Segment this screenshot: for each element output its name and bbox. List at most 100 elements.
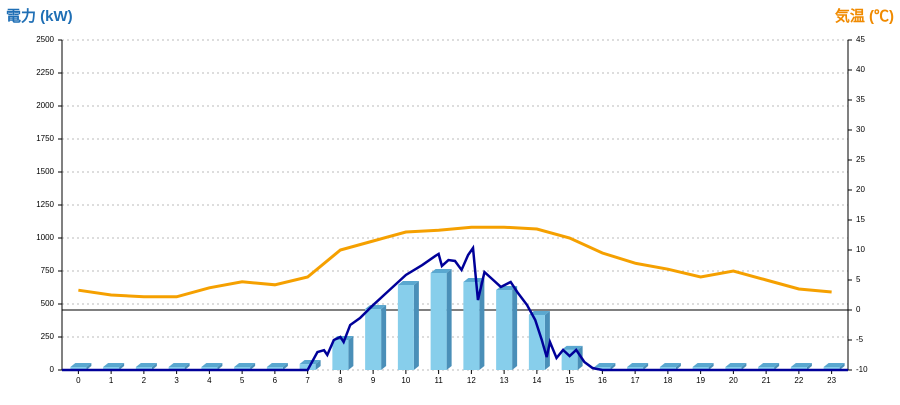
bar: [758, 367, 775, 370]
bar: [659, 367, 676, 370]
bar: [463, 281, 480, 370]
bar-top: [725, 363, 747, 367]
bar: [365, 309, 382, 370]
bar-side: [151, 363, 157, 370]
x-tick-label: 13: [500, 376, 509, 385]
y2-tick-label: -5: [856, 335, 864, 344]
bar-top: [266, 363, 288, 367]
x-tick-label: 21: [762, 376, 771, 385]
bar-top: [692, 363, 714, 367]
bar-side: [708, 363, 714, 370]
bar-side: [184, 363, 190, 370]
bar: [823, 367, 840, 370]
x-tick-label: 19: [696, 376, 705, 385]
bar-side: [250, 363, 256, 370]
bar: [168, 367, 185, 370]
y2-tick-label: 30: [856, 125, 865, 134]
x-tick-label: 11: [434, 376, 443, 385]
x-tick-label: 10: [401, 376, 410, 385]
bar: [692, 367, 709, 370]
y2-tick-label: 15: [856, 215, 865, 224]
x-tick-label: 9: [371, 376, 376, 385]
bar: [266, 367, 283, 370]
bar-top: [299, 360, 321, 365]
x-tick-label: 0: [76, 376, 81, 385]
bar-side: [512, 286, 518, 370]
bar-top: [397, 280, 419, 285]
bar-side: [119, 363, 125, 370]
y-tick-label: 1250: [36, 200, 54, 209]
y2-tick-label: 20: [856, 185, 865, 194]
x-tick-label: 7: [305, 376, 310, 385]
x-tick-label: 6: [273, 376, 278, 385]
bar-side: [479, 277, 485, 370]
x-tick-label: 23: [827, 376, 836, 385]
bar-top: [201, 363, 223, 367]
x-tick-label: 20: [729, 376, 738, 385]
y-axis-title: 電力 (kW): [6, 7, 73, 25]
bar-side: [446, 268, 452, 370]
x-tick-label: 17: [631, 376, 640, 385]
bar: [70, 367, 87, 370]
bar-side: [381, 305, 387, 370]
bar: [234, 367, 251, 370]
x-tick-label: 4: [207, 376, 212, 385]
bar-top: [627, 363, 649, 367]
y-tick-label: 500: [41, 299, 55, 308]
bar-side: [86, 363, 92, 370]
bar-side: [413, 280, 419, 370]
y2-tick-label: 25: [856, 155, 865, 164]
bar-top: [528, 310, 550, 315]
y2-tick-label: 5: [856, 275, 861, 284]
y2-tick-label: 35: [856, 95, 865, 104]
bar-side: [806, 363, 812, 370]
line: [62, 244, 848, 372]
y-tick-label: 1750: [36, 134, 54, 143]
x-tick-label: 15: [565, 376, 574, 385]
bar: [430, 272, 447, 370]
y2-tick-label: 45: [856, 35, 865, 44]
bar-top: [594, 363, 616, 367]
bar-side: [217, 363, 223, 370]
y2-tick-label: -10: [856, 365, 868, 374]
y2-tick-label: 0: [856, 305, 861, 314]
bar: [103, 367, 120, 370]
y-tick-label: 2000: [36, 101, 54, 110]
bar: [397, 284, 414, 370]
bar-side: [348, 336, 354, 370]
bar-top: [103, 363, 125, 367]
y-tick-label: 0: [50, 365, 55, 374]
y-tick-label: 2250: [36, 68, 54, 77]
bar-top: [823, 363, 845, 367]
bar: [725, 367, 742, 370]
bar: [561, 349, 578, 370]
line: [78, 225, 832, 299]
x-tick-label: 1: [109, 376, 114, 385]
bar-side: [741, 363, 747, 370]
bar-side: [675, 363, 681, 370]
bar-side: [643, 363, 649, 370]
bar: [790, 367, 807, 370]
x-tick-label: 18: [663, 376, 672, 385]
y-tick-label: 2500: [36, 35, 54, 44]
bar: [594, 367, 611, 370]
y-tick-label: 1000: [36, 233, 54, 242]
y2-tick-label: 40: [856, 65, 865, 74]
x-tick-label: 14: [532, 376, 541, 385]
bar-side: [774, 363, 780, 370]
bar-top: [135, 363, 157, 367]
bar-top: [790, 363, 812, 367]
y-tick-label: 750: [41, 266, 55, 275]
x-tick-label: 16: [598, 376, 607, 385]
x-tick-label: 2: [142, 376, 147, 385]
x-tick-label: 22: [794, 376, 803, 385]
x-tick-label: 5: [240, 376, 245, 385]
bar-side: [282, 363, 288, 370]
x-tick-label: 3: [174, 376, 179, 385]
bar-top: [659, 363, 681, 367]
y2-tick-label: 10: [856, 245, 865, 254]
bar-top: [430, 268, 452, 273]
y-tick-label: 250: [41, 332, 55, 341]
bar-side: [315, 360, 321, 370]
